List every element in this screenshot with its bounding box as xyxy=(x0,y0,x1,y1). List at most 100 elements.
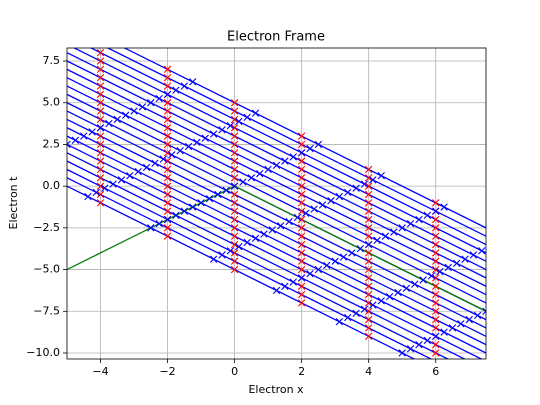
x-marker xyxy=(130,107,138,115)
x-marker xyxy=(96,149,105,157)
x-marker xyxy=(163,232,172,240)
x-marker xyxy=(297,199,306,207)
x-marker xyxy=(230,199,239,207)
x-marker xyxy=(364,307,373,315)
x-marker xyxy=(469,251,478,259)
x-marker xyxy=(105,119,113,128)
x-marker xyxy=(406,219,415,228)
y-tick-label: 5.0 xyxy=(43,96,61,109)
x-marker xyxy=(335,192,344,201)
x-marker xyxy=(297,249,306,257)
x-marker xyxy=(432,315,440,324)
x-marker xyxy=(285,217,293,226)
x-marker xyxy=(218,251,226,259)
x-marker xyxy=(230,165,239,174)
x-marker xyxy=(113,115,121,124)
series-line xyxy=(67,168,450,359)
x-tick-label: −2 xyxy=(159,365,175,378)
x-marker xyxy=(339,253,348,261)
y-tick-label: −7.5 xyxy=(33,304,60,317)
y-tick-label: −5.0 xyxy=(33,263,60,276)
x-marker xyxy=(163,182,172,190)
chart-title: Electron Frame xyxy=(227,30,325,45)
x-marker xyxy=(230,124,239,132)
x-marker xyxy=(163,82,172,90)
x-marker xyxy=(432,307,440,315)
x-marker xyxy=(356,245,364,253)
x-marker xyxy=(318,201,327,209)
x-marker xyxy=(67,140,71,149)
x-marker xyxy=(344,188,352,197)
x-marker xyxy=(117,176,126,184)
x-marker xyxy=(126,172,134,180)
x-marker xyxy=(364,199,373,207)
x-tick-label: 2 xyxy=(298,365,305,378)
x-marker xyxy=(297,190,306,199)
x-marker xyxy=(134,167,142,176)
x-marker xyxy=(364,315,373,324)
x-marker xyxy=(96,74,105,82)
x-marker xyxy=(163,165,172,174)
x-marker xyxy=(96,140,105,149)
series-line xyxy=(72,48,486,254)
series-line xyxy=(67,152,483,359)
x-marker xyxy=(230,240,239,249)
x-marker xyxy=(432,282,440,290)
x-marker xyxy=(314,265,323,274)
axes-frame xyxy=(66,47,487,360)
x-marker xyxy=(415,340,423,349)
x-marker xyxy=(482,307,486,315)
x-marker xyxy=(297,215,306,224)
x-marker xyxy=(163,90,172,99)
x-marker xyxy=(96,82,105,90)
x-marker xyxy=(360,180,369,188)
x-marker xyxy=(256,169,264,178)
x-marker xyxy=(369,176,377,184)
x-marker xyxy=(297,232,306,240)
x-marker xyxy=(163,124,172,132)
x-marker xyxy=(80,132,88,140)
x-marker xyxy=(297,140,306,149)
x-marker xyxy=(323,261,331,270)
x-marker xyxy=(247,174,256,182)
y-tick-label: −2.5 xyxy=(33,221,60,234)
x-marker xyxy=(297,290,306,299)
x-marker xyxy=(406,345,415,353)
x-marker xyxy=(297,282,306,290)
x-marker xyxy=(415,215,423,224)
y-tick-label: 0.0 xyxy=(43,179,61,192)
x-marker xyxy=(352,309,360,318)
x-marker xyxy=(364,190,373,199)
x-marker xyxy=(364,332,373,340)
x-marker xyxy=(151,159,159,167)
x-marker xyxy=(230,224,239,232)
x-marker xyxy=(306,270,314,278)
x-marker xyxy=(306,144,314,153)
x-marker xyxy=(96,199,105,207)
x-marker xyxy=(297,165,306,174)
x-marker xyxy=(364,207,373,215)
ticks: −4 −2 0 2 4 6 −10.0 −7.5 −5.0 −2.5 0.0 2.5 5.0 7.5 xyxy=(26,54,439,378)
y-tick-label: 7.5 xyxy=(43,54,61,67)
x-marker xyxy=(432,332,440,340)
y-tick-label: −10.0 xyxy=(26,346,60,359)
series-line xyxy=(67,52,486,262)
x-marker xyxy=(364,290,373,299)
x-marker xyxy=(239,178,247,186)
x-marker xyxy=(163,107,172,115)
x-marker xyxy=(109,180,117,188)
x-marker xyxy=(364,249,373,257)
x-marker xyxy=(364,240,373,249)
x-marker xyxy=(230,249,239,257)
x-marker xyxy=(121,111,130,119)
x-marker xyxy=(96,65,105,74)
x-marker xyxy=(230,132,239,140)
x-marker xyxy=(457,320,465,328)
x-marker xyxy=(138,103,147,111)
x-marker xyxy=(96,48,105,57)
x-marker xyxy=(297,157,306,165)
x-marker xyxy=(348,249,356,257)
x-marker xyxy=(155,219,163,228)
x-marker xyxy=(184,142,193,151)
x-marker xyxy=(163,99,172,107)
